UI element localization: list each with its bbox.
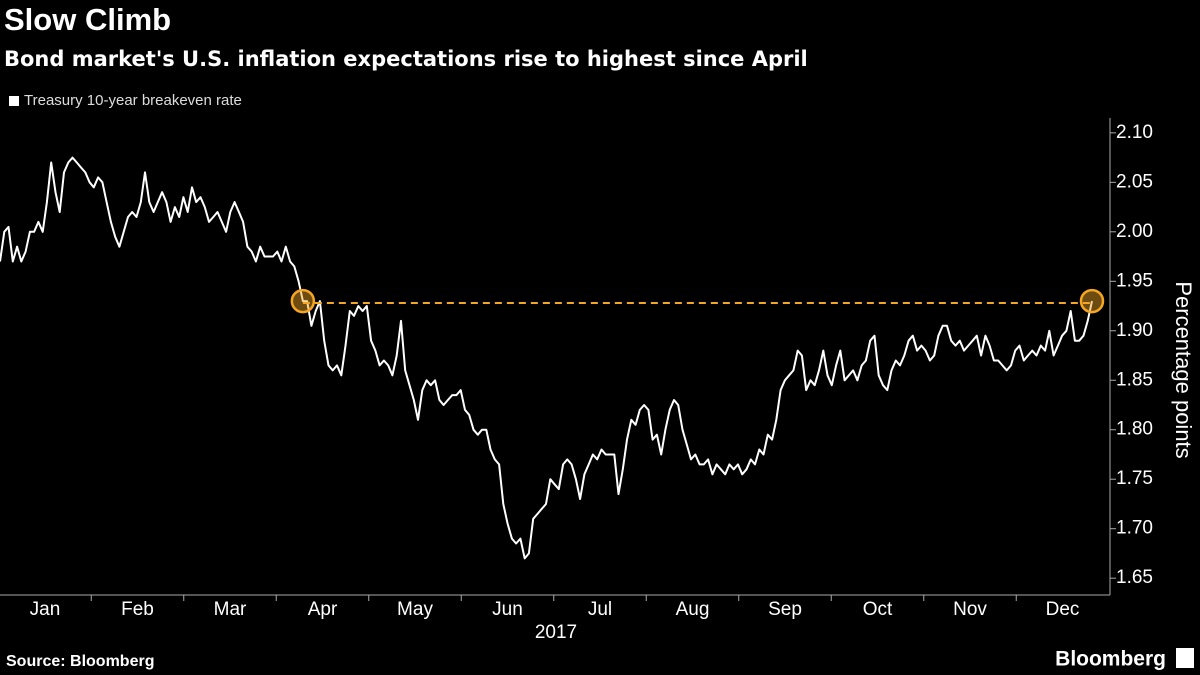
y-tick-label: 1.90 bbox=[1116, 320, 1153, 341]
y-tick-label: 1.80 bbox=[1116, 419, 1153, 440]
brand-icon bbox=[1176, 648, 1194, 668]
y-tick-label: 2.00 bbox=[1116, 221, 1153, 242]
chart-title: Slow Climb bbox=[4, 2, 171, 37]
x-tick-label: Feb bbox=[121, 599, 154, 620]
brand: Bloomberg bbox=[1055, 648, 1166, 671]
y-tick-label: 1.85 bbox=[1116, 369, 1153, 390]
x-tick-label: Apr bbox=[308, 599, 338, 620]
x-tick-label: Oct bbox=[863, 599, 893, 620]
x-tick-label: Dec bbox=[1046, 599, 1080, 620]
y-tick-label: 1.70 bbox=[1116, 518, 1153, 539]
x-tick-label: May bbox=[397, 599, 433, 620]
x-tick-label: Jun bbox=[492, 599, 523, 620]
y-tick-label: 2.05 bbox=[1116, 171, 1153, 192]
highlight-point bbox=[290, 288, 316, 314]
x-tick-label: Sep bbox=[768, 599, 802, 620]
y-tick-label: 1.75 bbox=[1116, 468, 1153, 489]
legend-label: Treasury 10-year breakeven rate bbox=[24, 92, 242, 109]
legend-swatch bbox=[9, 96, 19, 106]
line-series bbox=[0, 156, 1093, 560]
source: Source: Bloomberg bbox=[6, 653, 154, 670]
x-axis-label: 2017 bbox=[535, 622, 577, 643]
y-tick-label: 2.10 bbox=[1116, 122, 1153, 143]
y-tick-label: 1.95 bbox=[1116, 270, 1153, 291]
x-tick-label: Mar bbox=[214, 599, 247, 620]
x-tick-label: Jul bbox=[588, 599, 612, 620]
highlight-point bbox=[1079, 288, 1105, 314]
x-tick-label: Aug bbox=[676, 599, 710, 620]
y-tick-label: 1.65 bbox=[1116, 567, 1153, 588]
chart-subtitle: Bond market's U.S. inflation expectation… bbox=[4, 47, 808, 71]
x-tick-label: Nov bbox=[953, 599, 987, 620]
y-axis-label: Percentage points bbox=[1171, 281, 1196, 458]
x-tick-label: Jan bbox=[30, 599, 61, 620]
